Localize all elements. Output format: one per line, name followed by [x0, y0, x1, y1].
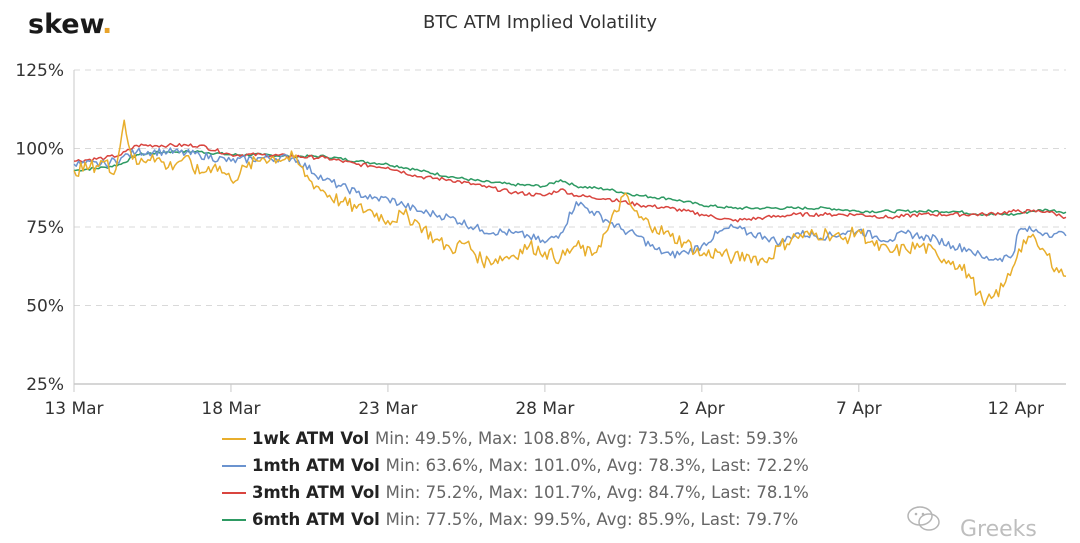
- chart-title: BTC ATM Implied Volatility: [423, 12, 657, 33]
- legend-series-name: 1wk ATM Vol: [252, 429, 375, 448]
- legend-series-name: 6mth ATM Vol: [252, 510, 386, 529]
- wechat-icon: [907, 506, 940, 531]
- legend-item[interactable]: 1mth ATM Vol Min: 63.6%, Max: 101.0%, Av…: [222, 456, 809, 475]
- y-tick-label: 50%: [26, 297, 64, 317]
- legend-label: 3mth ATM Vol Min: 75.2%, Max: 101.7%, Av…: [252, 483, 809, 502]
- x-axis: 13 Mar 18 Mar 23 Mar 28 Mar 2 Apr 7 Apr 12 Apr: [44, 70, 1066, 419]
- x-tick-label: 2 Apr: [679, 399, 725, 419]
- legend-series-stats: Min: 63.6%, Max: 101.0%, Avg: 78.3%, Las…: [386, 456, 809, 475]
- y-axis-ticks: 25% 50% 75% 100% 125%: [15, 61, 64, 395]
- logo-text: skew: [28, 9, 105, 40]
- legend-series-stats: Min: 75.2%, Max: 101.7%, Avg: 84.7%, Las…: [386, 483, 809, 502]
- legend-label: 1mth ATM Vol Min: 63.6%, Max: 101.0%, Av…: [252, 456, 809, 475]
- x-tick-label: 18 Mar: [201, 399, 260, 419]
- legend-series-name: 3mth ATM Vol: [252, 483, 386, 502]
- legend-item[interactable]: 1wk ATM Vol Min: 49.5%, Max: 108.8%, Avg…: [222, 429, 798, 448]
- y-tick-label: 100%: [15, 140, 64, 160]
- legend: 1wk ATM Vol Min: 49.5%, Max: 108.8%, Avg…: [222, 429, 809, 529]
- x-tick-label: 13 Mar: [44, 399, 103, 419]
- logo-dot: .: [102, 9, 112, 40]
- y-tick-label: 75%: [26, 218, 64, 238]
- y-tick-label: 125%: [15, 61, 64, 81]
- legend-label: 1wk ATM Vol Min: 49.5%, Max: 108.8%, Avg…: [252, 429, 798, 448]
- legend-item[interactable]: 3mth ATM Vol Min: 75.2%, Max: 101.7%, Av…: [222, 483, 809, 502]
- y-tick-label: 25%: [26, 375, 64, 395]
- x-tick-label: 28 Mar: [515, 399, 574, 419]
- grid-lines: [74, 69, 1066, 306]
- watermark: Greeks: [907, 506, 1037, 542]
- legend-series-stats: Min: 77.5%, Max: 99.5%, Avg: 85.9%, Last…: [386, 510, 799, 529]
- skew-logo: skew .: [28, 9, 112, 40]
- x-tick-label: 12 Apr: [988, 399, 1044, 419]
- series-line-3: [73, 149, 1067, 217]
- x-tick-label: 23 Mar: [358, 399, 417, 419]
- series-line-1: [73, 147, 1067, 263]
- x-tick-label: 7 Apr: [836, 399, 882, 419]
- legend-series-name: 1mth ATM Vol: [252, 456, 386, 475]
- legend-label: 6mth ATM Vol Min: 77.5%, Max: 99.5%, Avg…: [252, 510, 798, 529]
- legend-series-stats: Min: 49.5%, Max: 108.8%, Avg: 73.5%, Las…: [375, 429, 798, 448]
- series-group: [73, 119, 1067, 307]
- legend-item[interactable]: 6mth ATM Vol Min: 77.5%, Max: 99.5%, Avg…: [222, 510, 798, 529]
- series-line-0: [73, 119, 1067, 307]
- watermark-text: Greeks: [960, 517, 1037, 542]
- series-line-2: [73, 142, 1067, 223]
